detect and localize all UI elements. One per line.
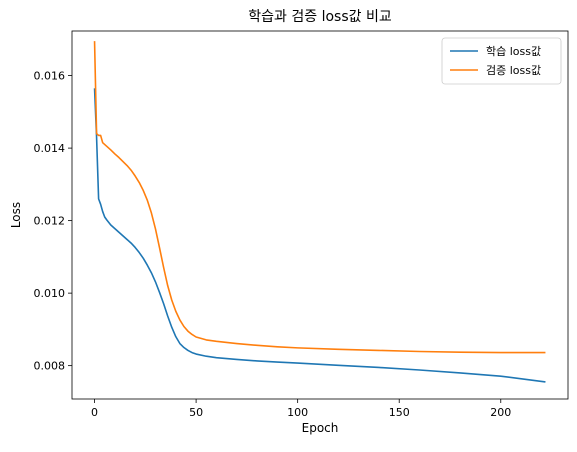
legend-label-1: 검증 loss값 (486, 64, 541, 77)
x-tick-label-1: 50 (189, 406, 203, 419)
y-axis: 0.008 0.010 0.012 0.014 0.016 (34, 70, 72, 373)
chart-title: 학습과 검증 loss값 비교 (248, 9, 392, 25)
legend-label-0: 학습 loss값 (486, 45, 541, 58)
y-tick-label-4: 0.016 (34, 70, 66, 83)
x-axis: 0 50 100 150 200 (91, 399, 511, 419)
y-axis-label: Loss (9, 202, 23, 228)
series-line-0 (93, 88, 546, 383)
y-tick-label-1: 0.010 (34, 287, 66, 300)
y-tick-label-2: 0.012 (34, 215, 66, 228)
x-tick-label-0: 0 (91, 406, 98, 419)
x-axis-label: Epoch (302, 421, 339, 435)
legend-box (441, 37, 562, 85)
plot-frame (71, 30, 569, 400)
x-tick-label-3: 150 (389, 406, 410, 419)
y-tick-label-0: 0.008 (34, 360, 66, 373)
y-tick-label-3: 0.014 (34, 142, 66, 155)
series-layer (93, 41, 546, 383)
x-tick-label-2: 100 (287, 406, 308, 419)
series-line-1 (93, 41, 546, 354)
x-tick-label-4: 200 (490, 406, 511, 419)
